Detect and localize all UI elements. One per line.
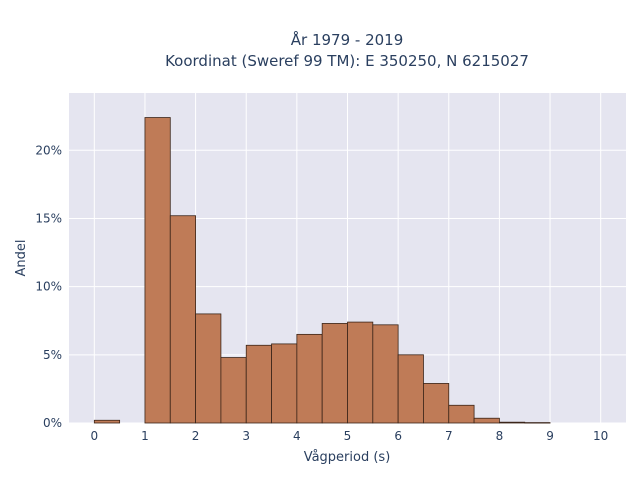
x-tick-label: 3 [242,429,250,443]
histogram-bar [144,117,171,424]
histogram-bar [372,324,399,424]
histogram-bar [499,421,526,424]
x-axis-title: Vågperiod (s) [304,450,391,465]
chart-title-line1: År 1979 - 2019 [291,30,404,49]
x-tick-label: 0 [90,429,98,443]
x-tick-label: 1 [141,429,149,443]
y-tick-label: 0% [43,416,62,430]
histogram-bar [423,383,450,424]
histogram-bar [321,323,348,424]
y-axis-title: Andel [14,240,29,277]
bars-layer [93,117,551,424]
histogram-bar [169,215,196,424]
x-tick-label: 2 [192,429,200,443]
chart-title-line2: Koordinat (Sweref 99 TM): E 350250, N 62… [165,52,529,70]
y-tick-label: 5% [43,348,62,362]
y-tick-label: 15% [35,211,62,225]
y-axis-ticks: 0% 5% 10% 15% 20% [35,143,62,430]
y-tick-label: 20% [35,143,62,157]
x-axis-ticks: 0 1 2 3 4 5 6 7 8 9 10 [90,429,608,443]
y-tick-label: 10% [35,280,62,294]
histogram-bar [220,357,247,424]
x-tick-label: 6 [394,429,402,443]
histogram-bar [397,354,424,424]
x-tick-label: 8 [496,429,504,443]
histogram-bar [271,343,298,424]
x-tick-label: 10 [593,429,608,443]
histogram-bar [524,422,551,424]
x-tick-label: 7 [445,429,453,443]
x-tick-label: 4 [293,429,301,443]
histogram-bar [245,344,272,424]
histogram-bar [93,419,121,424]
histogram-bar [195,313,222,424]
histogram-bar [473,417,500,424]
histogram-bar [347,321,374,424]
histogram-bar [296,333,323,424]
x-tick-label: 9 [546,429,554,443]
histogram-bar [448,404,475,424]
x-tick-label: 5 [344,429,352,443]
